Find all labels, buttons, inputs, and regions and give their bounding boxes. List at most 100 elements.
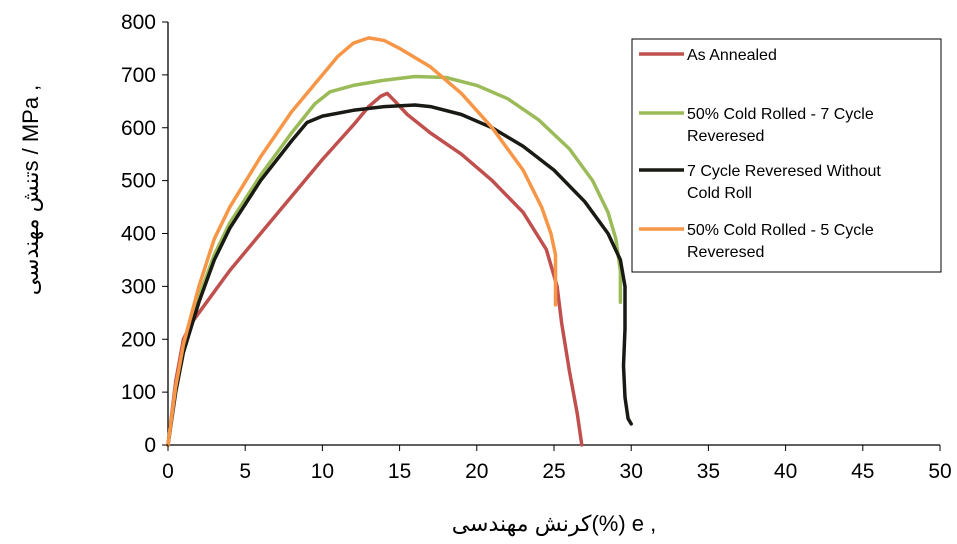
y-tick-label: 300 xyxy=(121,275,156,298)
x-tick-label: 25 xyxy=(542,460,565,483)
x-tick-label: 20 xyxy=(465,460,488,483)
x-axis-title: کرنش مهندسی(%) e , xyxy=(452,511,657,537)
data-point xyxy=(321,74,323,76)
data-point xyxy=(290,111,292,113)
data-point xyxy=(290,195,292,197)
data-point xyxy=(619,259,621,261)
data-point xyxy=(259,156,261,158)
data-point xyxy=(624,328,626,330)
data-point xyxy=(386,92,388,94)
data-point xyxy=(460,92,462,94)
data-point xyxy=(576,412,578,414)
data-point xyxy=(414,75,416,77)
data-point xyxy=(545,248,547,250)
data-point xyxy=(329,91,331,93)
data-point xyxy=(550,232,552,234)
x-tick-label: 50 xyxy=(928,460,951,483)
y-axis: 0 100 200 300 400 500 600 700 800 xyxy=(121,11,168,457)
data-point xyxy=(213,259,215,261)
data-point xyxy=(554,254,556,256)
y-tick-label: 200 xyxy=(121,328,156,351)
y-tick-label: 600 xyxy=(121,117,156,140)
data-point xyxy=(522,145,524,147)
x-tick-label: 15 xyxy=(388,460,411,483)
data-point xyxy=(568,370,570,372)
data-point xyxy=(380,95,382,97)
data-point xyxy=(522,169,524,171)
data-point xyxy=(553,169,555,171)
data-point xyxy=(321,115,323,117)
data-point xyxy=(537,119,539,121)
data-point xyxy=(290,132,292,134)
data-point xyxy=(352,124,354,126)
data-point xyxy=(554,304,556,306)
data-point xyxy=(229,227,231,229)
data-point xyxy=(622,365,624,367)
data-point xyxy=(175,386,177,388)
series-line xyxy=(168,38,556,445)
x-tick-label: 0 xyxy=(162,460,174,483)
series-layer xyxy=(167,37,633,447)
series-2 xyxy=(167,75,622,446)
y-tick-label: 500 xyxy=(121,170,156,193)
data-point xyxy=(460,153,462,155)
data-point xyxy=(429,132,431,134)
data-point xyxy=(182,343,184,345)
data-point xyxy=(352,84,354,86)
series-line xyxy=(168,105,631,445)
data-point xyxy=(522,211,524,213)
data-point xyxy=(429,105,431,107)
x-tick-label: 30 xyxy=(620,460,643,483)
data-point xyxy=(561,322,563,324)
x-axis: 0 5 10 15 20 25 30 35 40 45 50 xyxy=(162,445,952,483)
y-tick-label: 700 xyxy=(121,64,156,87)
data-point xyxy=(491,179,493,181)
data-point xyxy=(229,269,231,271)
data-point xyxy=(337,55,339,57)
legend-label: Reveresed xyxy=(687,128,764,145)
data-point xyxy=(259,174,261,176)
data-point xyxy=(540,206,542,208)
data-point xyxy=(615,238,617,240)
x-tick-label: 35 xyxy=(697,460,720,483)
data-point xyxy=(624,285,626,287)
series-3 xyxy=(167,104,633,446)
legend-label: Reveresed xyxy=(687,244,764,261)
data-point xyxy=(352,42,354,44)
data-point xyxy=(627,417,629,419)
data-point xyxy=(607,232,609,234)
data-point xyxy=(198,285,200,287)
data-point xyxy=(624,396,626,398)
x-tick-label: 45 xyxy=(851,460,874,483)
x-tick-label: 5 xyxy=(239,460,251,483)
data-point xyxy=(394,100,396,102)
data-point xyxy=(568,148,570,150)
data-point xyxy=(198,301,200,303)
legend-label: 7 Cycle Reveresed Without xyxy=(687,163,881,180)
data-point xyxy=(581,444,583,446)
data-point xyxy=(460,113,462,115)
data-point xyxy=(429,66,431,68)
x-tick-label: 10 xyxy=(311,460,334,483)
data-point xyxy=(398,47,400,49)
data-point xyxy=(491,127,493,129)
data-point xyxy=(321,158,323,160)
data-point xyxy=(476,84,478,86)
data-point xyxy=(607,211,609,213)
data-point xyxy=(213,238,215,240)
data-point xyxy=(406,113,408,115)
data-point xyxy=(584,201,586,203)
legend-label: 50% Cold Rolled - 5 Cycle xyxy=(687,222,874,239)
y-tick-label: 100 xyxy=(121,381,156,404)
data-point xyxy=(414,104,416,106)
y-tick-label: 800 xyxy=(121,11,156,34)
data-point xyxy=(630,423,632,425)
data-point xyxy=(383,105,385,107)
y-axis-title: تنش مهندسیs / MPa , xyxy=(18,85,44,296)
data-point xyxy=(383,79,385,81)
legend-label: 50% Cold Rolled - 7 Cycle xyxy=(687,106,874,123)
x-tick-label: 40 xyxy=(774,460,797,483)
y-tick-label: 0 xyxy=(144,434,156,457)
data-point xyxy=(507,98,509,100)
